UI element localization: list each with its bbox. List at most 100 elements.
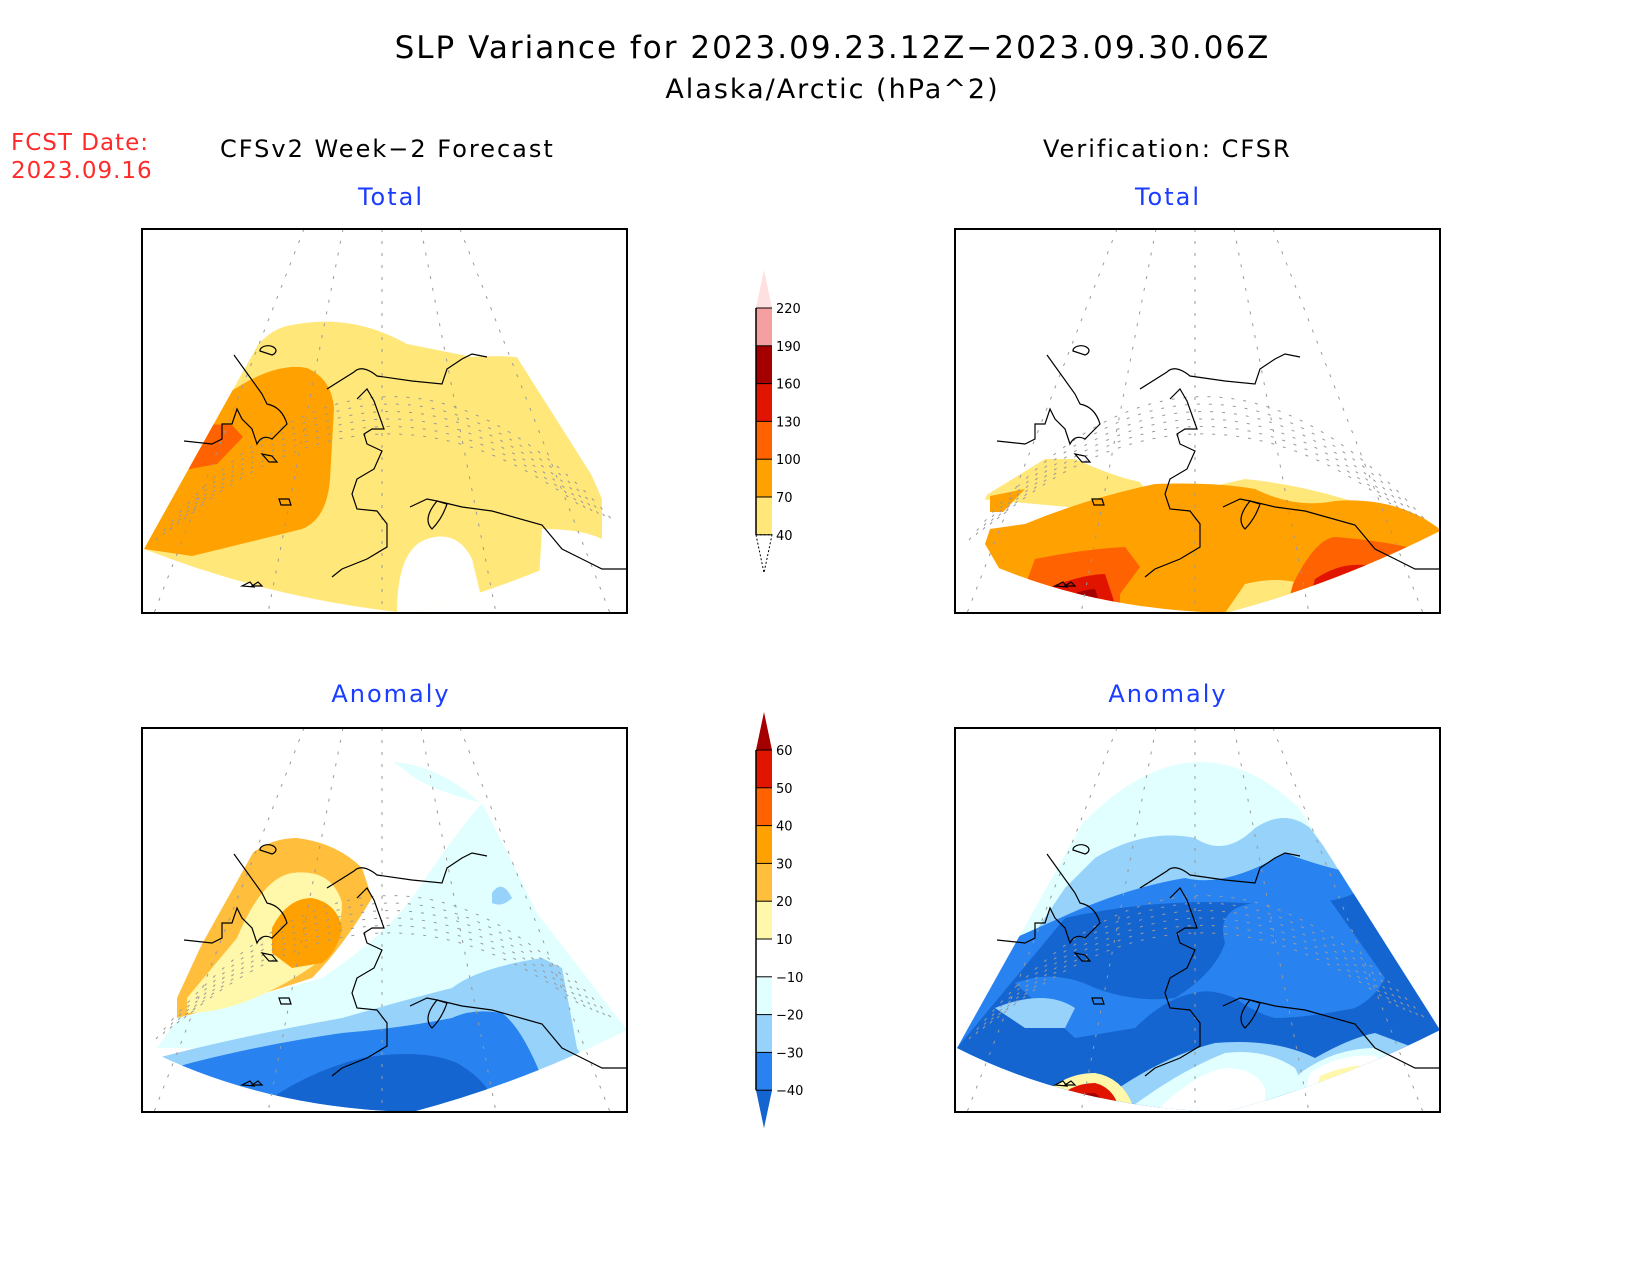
colorbar-segment [756, 345, 772, 384]
contour-region [1345, 588, 1395, 613]
longitude-line [153, 229, 305, 613]
contour-layer [157, 761, 627, 1112]
longitude-line [966, 229, 1118, 613]
latitude-line [190, 433, 581, 515]
longitude-line [1080, 728, 1157, 1112]
coastline-island [1072, 844, 1090, 855]
contour-layer [957, 761, 1440, 1112]
contour-region [1155, 1068, 1265, 1112]
graticule [966, 728, 1429, 1112]
coastline-island [260, 453, 279, 463]
longitude-line [420, 229, 497, 613]
colorbar-tick-label: −40 [776, 1084, 803, 1099]
longitude-line [966, 728, 1118, 1112]
contour-fills [144, 229, 627, 613]
colorbar-segment [756, 750, 772, 788]
coastline-island [259, 345, 277, 356]
contour-region [995, 998, 1075, 1028]
contour-region [397, 536, 485, 613]
coastline-kenai [1240, 500, 1261, 530]
colorbar-segment [756, 863, 772, 902]
contour-region [1325, 577, 1410, 613]
coastline-island [239, 581, 256, 588]
colorbar-segment [756, 787, 772, 826]
coastline-island [260, 952, 279, 962]
longitude-line [1233, 728, 1310, 1112]
contour-region [1355, 602, 1385, 613]
colorbar-tick-label: 70 [776, 491, 793, 506]
graticule [966, 229, 1429, 613]
map-frame [141, 228, 628, 614]
coastline [183, 844, 627, 1087]
colorbar-segment [756, 1014, 772, 1053]
longitude-line [420, 728, 497, 1112]
coastline [183, 345, 627, 588]
main-title: SLP Variance for 2023.09.23.12Z−2023.09.… [394, 30, 1271, 66]
colorbar-tick-label: −30 [776, 1046, 803, 1061]
longitude-line [267, 728, 344, 1112]
contour-region [1015, 891, 1385, 1038]
graticule [153, 728, 616, 1112]
longitude-line [459, 229, 611, 613]
coastline-island [278, 498, 292, 506]
latitude-line [989, 917, 1408, 1024]
latitude-line [1003, 433, 1394, 515]
verification-total-label: Total [1134, 183, 1202, 211]
anomaly-colorbar: −40 −30 −20 −10 10 20 30 40 50 60 [755, 712, 803, 1129]
latitude-line [975, 902, 1422, 1035]
latitude-line [155, 396, 616, 541]
coastline-island [1091, 498, 1105, 506]
map-fill-group [144, 229, 627, 613]
coastline-island [1073, 453, 1092, 463]
latitude-line [176, 418, 595, 525]
latitude-line [989, 418, 1408, 525]
coastline-island [1072, 345, 1090, 356]
coastline-island [250, 1080, 264, 1086]
contour-layer [980, 262, 1440, 613]
coastline-island [239, 1080, 256, 1087]
map-frame [141, 727, 628, 1113]
coastline-island [1052, 581, 1069, 588]
coastline-alaska [183, 353, 627, 578]
colorbar-tick-label: 220 [776, 302, 801, 317]
coastline-island [1052, 1080, 1069, 1087]
forecast-anomaly-label: Anomaly [331, 680, 451, 708]
longitude-line [1080, 229, 1157, 613]
colorbar-tick-label: 160 [776, 378, 801, 393]
latitude-line [155, 895, 616, 1040]
coastline-island [278, 997, 292, 1005]
colorbar-tick-label: 20 [776, 895, 793, 910]
contour-region [492, 886, 512, 905]
forecast-column-header: CFSv2 Week−2 Forecast [220, 135, 555, 163]
map-frame [954, 727, 1441, 1113]
coastline-island [259, 844, 277, 855]
latitude-line [1003, 932, 1394, 1014]
contour-region [1055, 589, 1103, 613]
colorbar-segment [756, 939, 772, 977]
coastline [996, 345, 1440, 588]
coastline-kenai [1240, 999, 1261, 1029]
contour-fills [153, 728, 627, 1112]
colorbar-tick-label: 10 [776, 933, 793, 948]
forecast-total-map [141, 228, 628, 614]
colorbar-top-extension [756, 270, 772, 308]
contour-region [1320, 1072, 1413, 1112]
latitude-line [162, 403, 609, 536]
colorbar-tick-label: 40 [776, 820, 793, 835]
contour-fills [957, 728, 1440, 1112]
longitude-line [153, 728, 305, 1112]
latitude-line [968, 396, 1429, 541]
latitude-line [975, 403, 1422, 536]
forecast-anomaly-map [141, 727, 628, 1113]
map-fill-group [153, 728, 627, 1112]
verification-anomaly-map [954, 727, 1441, 1113]
colorbar-segment [756, 1052, 772, 1091]
coastline-kenai [427, 999, 448, 1029]
colorbar-segment [756, 825, 772, 864]
verification-total-map [954, 228, 1441, 614]
colorbar-tick-label: 30 [776, 857, 793, 872]
colorbar-tick-label: −10 [776, 971, 803, 986]
contour-region [990, 489, 1025, 512]
forecast-total-label: Total [357, 183, 425, 211]
